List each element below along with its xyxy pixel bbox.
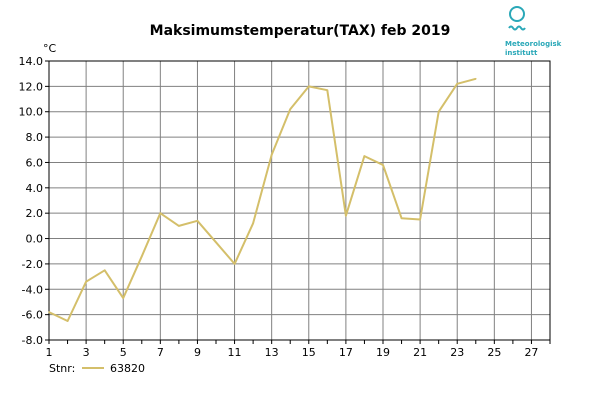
y-tick-label: -6.0 [22,309,43,322]
x-tick-label: 27 [524,346,538,359]
y-tick-label: -2.0 [22,258,43,271]
data-point [474,77,477,80]
data-point [66,320,69,322]
data-point [289,108,292,110]
met-logo: Meteorologisk institutt [505,6,562,57]
data-point [140,255,143,258]
met-logo-text-line2: institutt [505,49,538,57]
data-point [233,263,236,265]
x-tick-label: 13 [265,346,279,359]
y-tick-label: 0.0 [26,233,44,246]
chart-title: Maksimumstemperatur(TAX) feb 2019 [150,23,451,39]
y-tick-label: 8.0 [26,131,44,144]
data-point [270,154,273,156]
y-tick-label: 2.0 [26,207,44,220]
data-point [400,217,403,220]
x-tick-label: 19 [376,346,390,359]
data-point [252,222,254,225]
data-point [382,164,384,166]
x-tick-label: 25 [487,346,501,359]
data-point [178,225,180,227]
plot-area-frame [48,60,551,341]
data-point [363,155,366,157]
x-axis: 1 3 5 7 9 11 13 15 17 19 21 23 25 27 [46,340,551,359]
x-tick-label: 1 [46,346,53,359]
y-tick-label: 6.0 [26,156,44,169]
met-logo-icon [509,6,525,22]
x-tick-label: 15 [302,346,316,359]
x-tick-label: 7 [157,346,164,359]
y-tick-label: 12.0 [19,80,44,93]
data-point [215,241,217,244]
met-logo-text-line1: Meteorologisk [505,40,562,48]
x-tick-label: 21 [413,346,427,359]
data-point [103,269,106,272]
data-point [307,85,310,88]
x-tick-label: 9 [194,346,201,359]
x-tick-label: 11 [228,346,242,359]
legend-series-name: 63820 [110,362,145,375]
x-tick-label: 5 [120,346,127,359]
x-tick-label: 17 [339,346,353,359]
data-point [437,110,440,113]
data-point [345,214,347,217]
y-axis: 14.0 12.0 10.0 8.0 6.0 4.0 2.0 0.0 -2.0 -4.0 -6.0 -… [19,55,49,347]
met-logo-wave [508,25,526,31]
data-point [456,83,459,85]
series-layer [48,77,477,322]
y-axis-unit: °C [43,42,57,55]
legend-prefix: Stnr: [49,362,75,375]
data-point [419,218,421,221]
y-tick-label: 10.0 [19,106,44,119]
y-tick-label: 4.0 [26,182,44,195]
y-tick-label: -4.0 [22,283,43,296]
series-line [48,77,477,322]
data-point [196,219,199,222]
data-point [326,89,329,91]
y-tick-label: 14.0 [19,55,44,68]
data-point [85,280,87,283]
data-point [122,297,125,299]
x-tick-label: 23 [450,346,464,359]
legend: Stnr: 63820 [49,362,145,375]
data-point [48,311,50,313]
data-point [159,212,162,214]
y-tick-label: -8.0 [22,334,43,347]
x-tick-label: 3 [83,346,90,359]
